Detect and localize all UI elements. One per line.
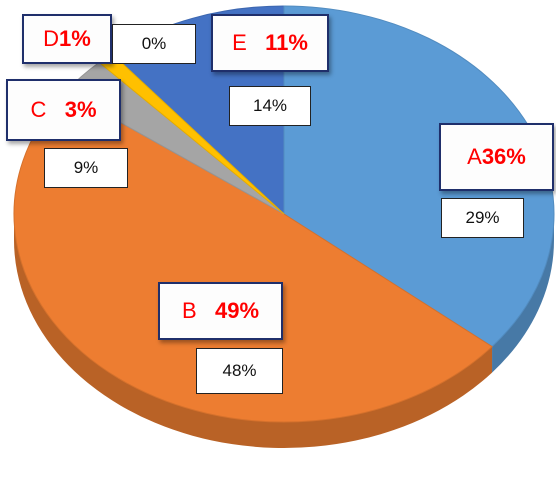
slice-letter-e: E [232, 30, 247, 55]
slice-label-a: A 36% [439, 123, 554, 191]
slice-letter-d: D [43, 26, 60, 51]
slice-label-e: E 11% [211, 14, 329, 72]
outer-pct-c: 9% [44, 148, 128, 188]
pie-side-a [492, 214, 554, 373]
slice-pct-c: 3% [64, 97, 97, 122]
slice-letter-b: B [181, 298, 197, 323]
outer-pct-e: 14% [229, 86, 311, 126]
slice-pct-a: 36% [481, 144, 526, 169]
slice-label-b: B 49% [158, 282, 283, 340]
outer-pct-a: 29% [441, 198, 524, 238]
slice-label-d: D 1% [22, 14, 112, 64]
slice-pct-b: 49% [214, 298, 260, 323]
slice-letter-c: C [30, 97, 47, 122]
slice-letter-a: A [467, 144, 482, 169]
slice-pct-e: 11% [265, 30, 308, 55]
slice-pct-d: 1% [59, 26, 91, 51]
outer-pct-d: 0% [112, 24, 196, 64]
slice-label-c: C 3% [6, 79, 121, 141]
pie-side-b [14, 214, 493, 449]
pie-slice-b [13, 91, 493, 423]
outer-pct-b: 48% [196, 348, 283, 394]
